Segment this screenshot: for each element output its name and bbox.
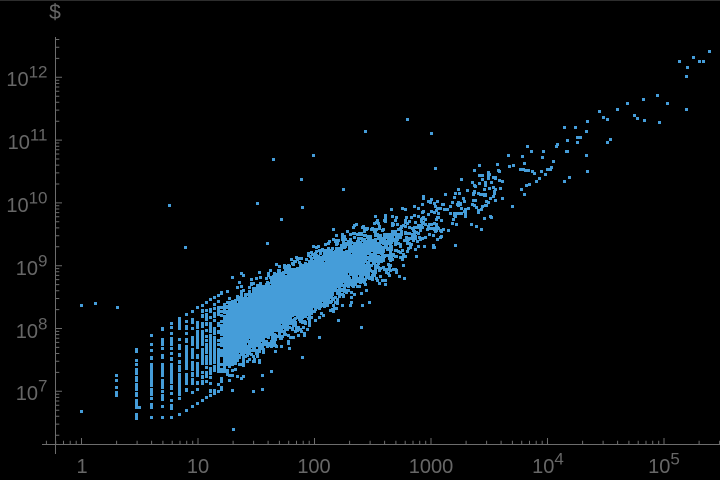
svg-text:100: 100 [297,456,330,478]
svg-text:1010: 1010 [6,189,47,218]
svg-text:10: 10 [187,456,209,478]
svg-text:$: $ [49,1,61,24]
svg-text:1000: 1000 [409,456,454,478]
svg-text:1: 1 [76,456,87,478]
